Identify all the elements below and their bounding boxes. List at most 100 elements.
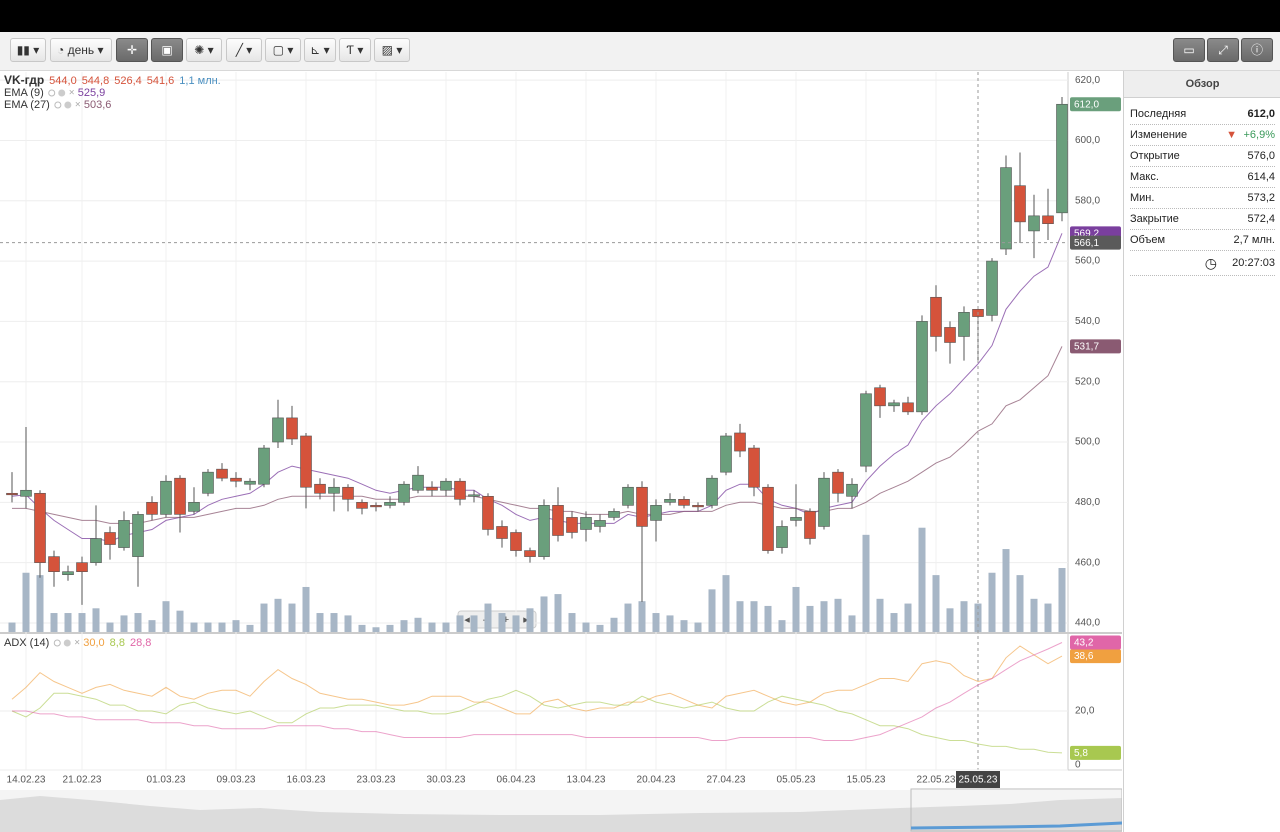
candle-body	[272, 417, 284, 443]
scroll-left[interactable]: ◂	[464, 614, 470, 626]
fullscreen-button[interactable]: ⤢	[1207, 38, 1239, 62]
volume-bar	[708, 589, 716, 632]
navigator-window[interactable]	[910, 788, 1122, 832]
ohlc-value: 544,0	[49, 75, 77, 87]
x-tick-label: 15.05.23	[847, 775, 886, 786]
volume-bar	[526, 608, 534, 632]
y-tick-label: 500,0	[1075, 437, 1100, 448]
candle-body	[804, 511, 816, 539]
volume-bar	[316, 613, 324, 632]
candle-body	[636, 486, 648, 527]
volume-bar	[78, 613, 86, 632]
volume-bar	[904, 603, 912, 632]
volume-bar	[484, 603, 492, 632]
x-tick-label: 05.05.23	[777, 775, 816, 786]
candle-body	[496, 526, 508, 539]
candle-body	[62, 571, 74, 576]
candle-body	[328, 486, 340, 494]
volume-bar	[400, 620, 408, 632]
indicators-button[interactable]: ✺ ▾	[186, 38, 222, 62]
candle-body	[1000, 167, 1012, 250]
legend-value: 525,9	[78, 87, 106, 99]
row-key: Макс.	[1130, 171, 1159, 183]
candle-body	[720, 435, 732, 473]
line-tool-button[interactable]: ╱ ▾	[226, 38, 262, 62]
price-tag	[1070, 745, 1121, 760]
price-tag-label: 38,6	[1074, 651, 1094, 662]
indicator-value: 8,8	[110, 637, 125, 649]
candle-body	[622, 486, 634, 506]
y-tick-label: 0	[1075, 760, 1081, 771]
y-tick-label: 480,0	[1075, 497, 1100, 508]
volume-bar	[456, 615, 464, 632]
price-tag	[1070, 635, 1121, 650]
image-button[interactable]: ▨ ▾	[374, 38, 410, 62]
volume-bar	[876, 598, 884, 632]
info-button[interactable]: ⓘ	[1241, 38, 1273, 62]
time: 20:27:03	[1232, 257, 1275, 269]
scroll-right[interactable]: ▸	[523, 614, 529, 626]
shape-tool-button[interactable]: ▢ ▾	[265, 38, 301, 62]
price-tag-label: 569,2	[1074, 228, 1099, 239]
candle-body	[664, 499, 676, 503]
period-button[interactable]: ◔ день ▾	[50, 38, 112, 62]
volume-bar	[638, 601, 646, 632]
candle-body	[958, 312, 970, 337]
candle-body	[118, 520, 130, 548]
volume-bar	[1002, 549, 1010, 632]
volume-bar	[92, 608, 100, 632]
zoom-in[interactable]: +	[503, 614, 509, 626]
candle-body	[538, 505, 550, 557]
row-key: Последняя	[1130, 108, 1187, 120]
remove-icon: ×	[69, 88, 75, 99]
volume-bar	[148, 620, 156, 632]
y-tick-label: 600,0	[1075, 135, 1100, 146]
candle-body	[692, 505, 704, 508]
row-value: 612,0	[1247, 108, 1275, 120]
volume-bar	[890, 613, 898, 632]
candle-body	[734, 432, 746, 452]
candle-body	[678, 499, 690, 506]
scroll-controls[interactable]: ◂ – + ▸	[457, 610, 537, 629]
candle-body	[146, 502, 158, 515]
candle-body	[846, 483, 858, 497]
price-tag-label: 566,1	[1074, 238, 1099, 249]
overview-row: Закрытие 572,4	[1130, 209, 1275, 230]
candle-body	[832, 471, 844, 494]
volume-bar	[568, 613, 576, 632]
candle-body	[608, 511, 620, 518]
text-tool-button[interactable]: Ƭ ▾	[339, 38, 371, 62]
fib-tool-button[interactable]: ⊾ ▾	[304, 38, 336, 62]
volume-bar	[344, 615, 352, 632]
volume-bar	[988, 572, 996, 632]
candle-body	[342, 486, 354, 500]
chart-type-button[interactable]: ▮▮ ▾	[10, 38, 46, 62]
x-tick-label: 23.03.23	[357, 775, 396, 786]
candle-body	[930, 296, 942, 337]
remove-icon: ×	[75, 100, 81, 111]
volume-bar	[358, 624, 366, 632]
volume-bar	[792, 586, 800, 632]
overview-title: Обзор	[1124, 71, 1280, 98]
crosshair-button[interactable]: ✛	[116, 38, 148, 62]
indicator-title: ADX (14)	[4, 637, 49, 649]
volume-bar	[498, 613, 506, 632]
volume-bar	[260, 603, 268, 632]
candle-body	[188, 502, 200, 512]
ohlc-value: 544,8	[82, 75, 110, 87]
zoom-button[interactable]: ▣	[151, 38, 183, 62]
candle-body	[944, 327, 956, 343]
candle-body	[776, 526, 788, 548]
screen-button[interactable]: ▭	[1173, 38, 1205, 62]
volume-bar	[974, 603, 982, 632]
row-key: Объем	[1130, 234, 1166, 246]
candle-body	[1028, 215, 1040, 232]
volume-bar	[624, 603, 632, 632]
candle-body	[818, 477, 830, 527]
candle-body	[1014, 185, 1026, 223]
row-value: 576,0	[1247, 150, 1275, 162]
candle-body	[384, 502, 396, 506]
indicator-line	[11, 645, 1063, 715]
x-tick-label: 01.03.23	[147, 775, 186, 786]
volume-bar	[134, 613, 142, 632]
